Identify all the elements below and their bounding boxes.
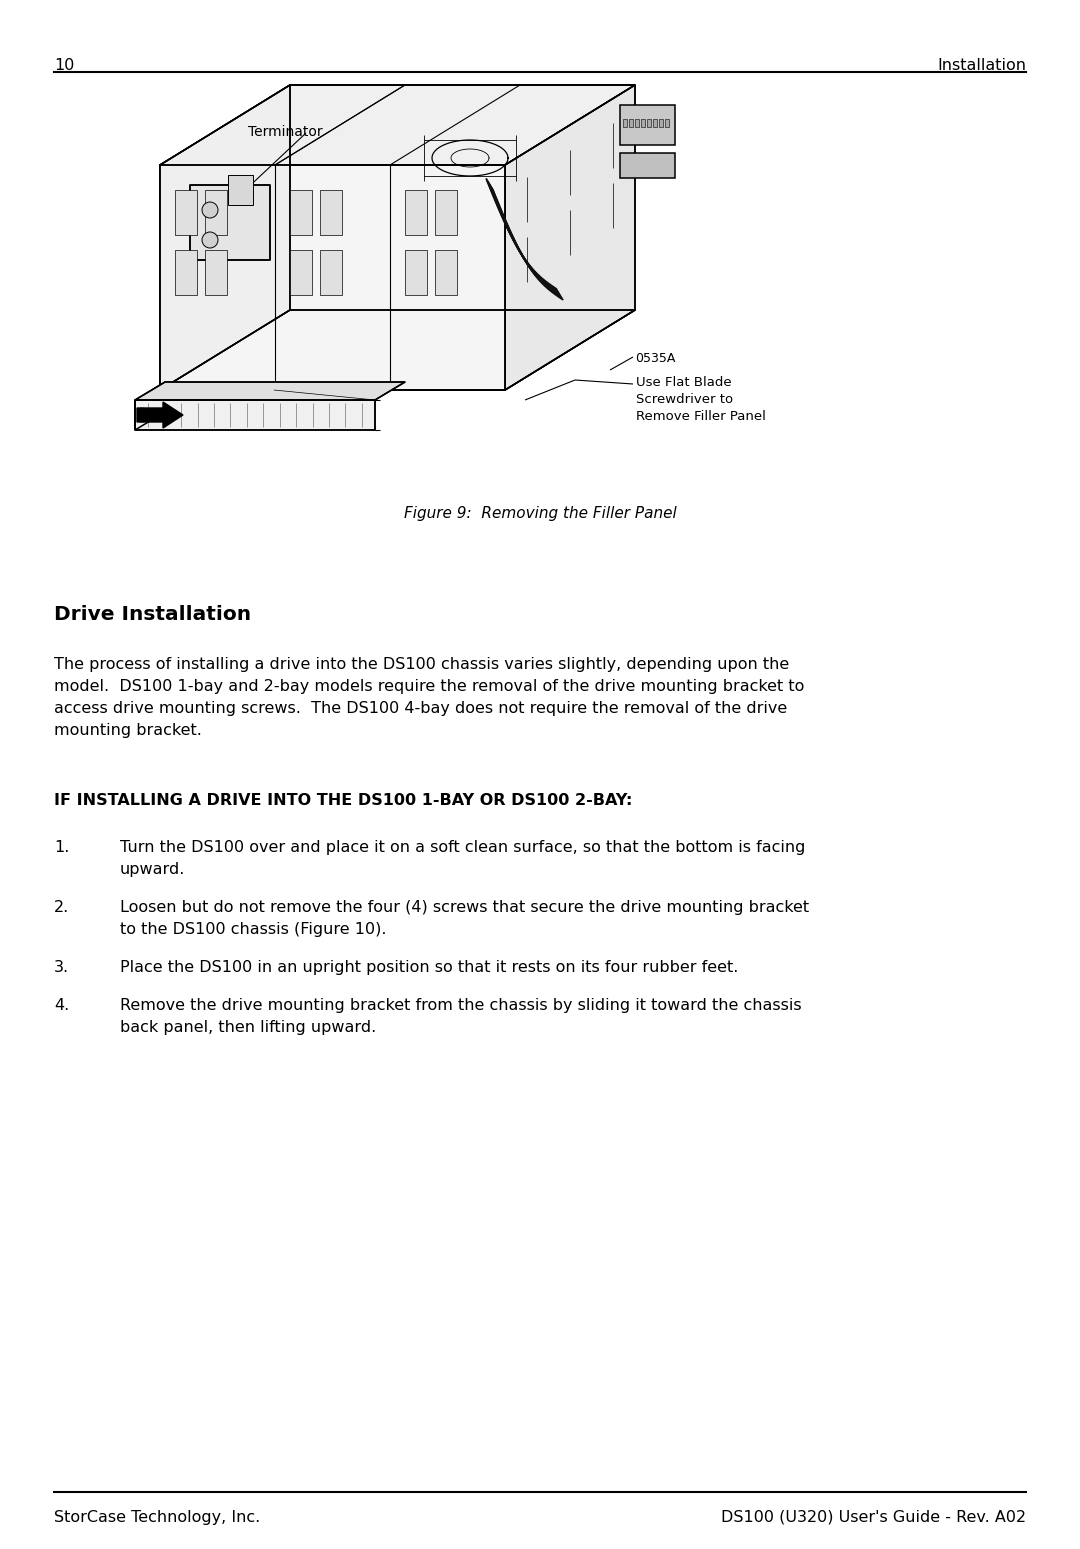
Bar (291, 191, 312, 235)
Text: back panel, then lifting upward.: back panel, then lifting upward. (120, 1019, 376, 1035)
Text: =: = (138, 412, 144, 418)
Polygon shape (160, 85, 291, 390)
Text: Remove Filler Panel: Remove Filler Panel (636, 410, 766, 423)
Text: to the DS100 chassis (Figure 10).: to the DS100 chassis (Figure 10). (120, 922, 387, 937)
Text: Use Flat Blade: Use Flat Blade (636, 376, 731, 389)
Text: mounting bracket.: mounting bracket. (54, 723, 202, 737)
Text: Loosen but do not remove the four (4) screws that secure the drive mounting brac: Loosen but do not remove the four (4) sc… (120, 900, 809, 915)
Text: IF INSTALLING A DRIVE INTO THE DS100 1-BAY OR DS100 2-BAY:: IF INSTALLING A DRIVE INTO THE DS100 1-B… (54, 793, 633, 809)
Bar (320, 249, 342, 294)
Text: =: = (138, 404, 144, 410)
Bar (291, 249, 312, 294)
Text: upward.: upward. (120, 861, 186, 877)
Polygon shape (135, 400, 375, 431)
Text: StorCase Technology, Inc.: StorCase Technology, Inc. (54, 1510, 260, 1526)
Bar (623, 119, 627, 127)
Bar (228, 175, 253, 204)
Polygon shape (160, 166, 505, 390)
Polygon shape (620, 105, 675, 146)
Text: 2.: 2. (54, 900, 69, 915)
Bar (665, 119, 669, 127)
Polygon shape (137, 403, 183, 428)
Text: 3.: 3. (54, 960, 69, 974)
Bar (205, 249, 227, 294)
Bar (435, 191, 457, 235)
Text: Figure 9:  Removing the Filler Panel: Figure 9: Removing the Filler Panel (404, 507, 676, 520)
Bar (653, 119, 657, 127)
Bar (175, 191, 197, 235)
Polygon shape (135, 383, 405, 400)
Bar (405, 249, 427, 294)
Polygon shape (160, 85, 635, 166)
Text: Installation: Installation (937, 57, 1026, 73)
Text: access drive mounting screws.  The DS100 4-bay does not require the removal of t: access drive mounting screws. The DS100 … (54, 702, 787, 716)
Bar (435, 249, 457, 294)
Text: Turn the DS100 over and place it on a soft clean surface, so that the bottom is : Turn the DS100 over and place it on a so… (120, 840, 806, 855)
Text: Place the DS100 in an upright position so that it rests on its four rubber feet.: Place the DS100 in an upright position s… (120, 960, 739, 974)
Text: DS100 (U320) User's Guide - Rev. A02: DS100 (U320) User's Guide - Rev. A02 (720, 1510, 1026, 1526)
Text: Remove the drive mounting bracket from the chassis by sliding it toward the chas: Remove the drive mounting bracket from t… (120, 998, 801, 1013)
Text: Drive Installation: Drive Installation (54, 606, 252, 624)
Text: =: = (138, 418, 144, 424)
Text: 4.: 4. (54, 998, 69, 1013)
Circle shape (202, 201, 218, 218)
Bar (175, 249, 197, 294)
Bar (647, 119, 651, 127)
Text: 0535A: 0535A (635, 352, 675, 366)
Polygon shape (190, 184, 270, 260)
Text: 1.: 1. (54, 840, 69, 855)
Bar (405, 191, 427, 235)
Text: Screwdriver to: Screwdriver to (636, 393, 733, 406)
Text: Terminator: Terminator (248, 125, 323, 139)
Polygon shape (160, 310, 635, 390)
Circle shape (202, 232, 218, 248)
Bar (635, 119, 639, 127)
Bar (320, 191, 342, 235)
Polygon shape (620, 153, 675, 178)
Polygon shape (505, 85, 635, 390)
Bar (642, 119, 645, 127)
Text: 10: 10 (54, 57, 75, 73)
Bar (629, 119, 633, 127)
Text: The process of installing a drive into the DS100 chassis varies slightly, depend: The process of installing a drive into t… (54, 657, 789, 672)
Text: model.  DS100 1-bay and 2-bay models require the removal of the drive mounting b: model. DS100 1-bay and 2-bay models requ… (54, 678, 805, 694)
Bar (205, 191, 227, 235)
Bar (659, 119, 663, 127)
